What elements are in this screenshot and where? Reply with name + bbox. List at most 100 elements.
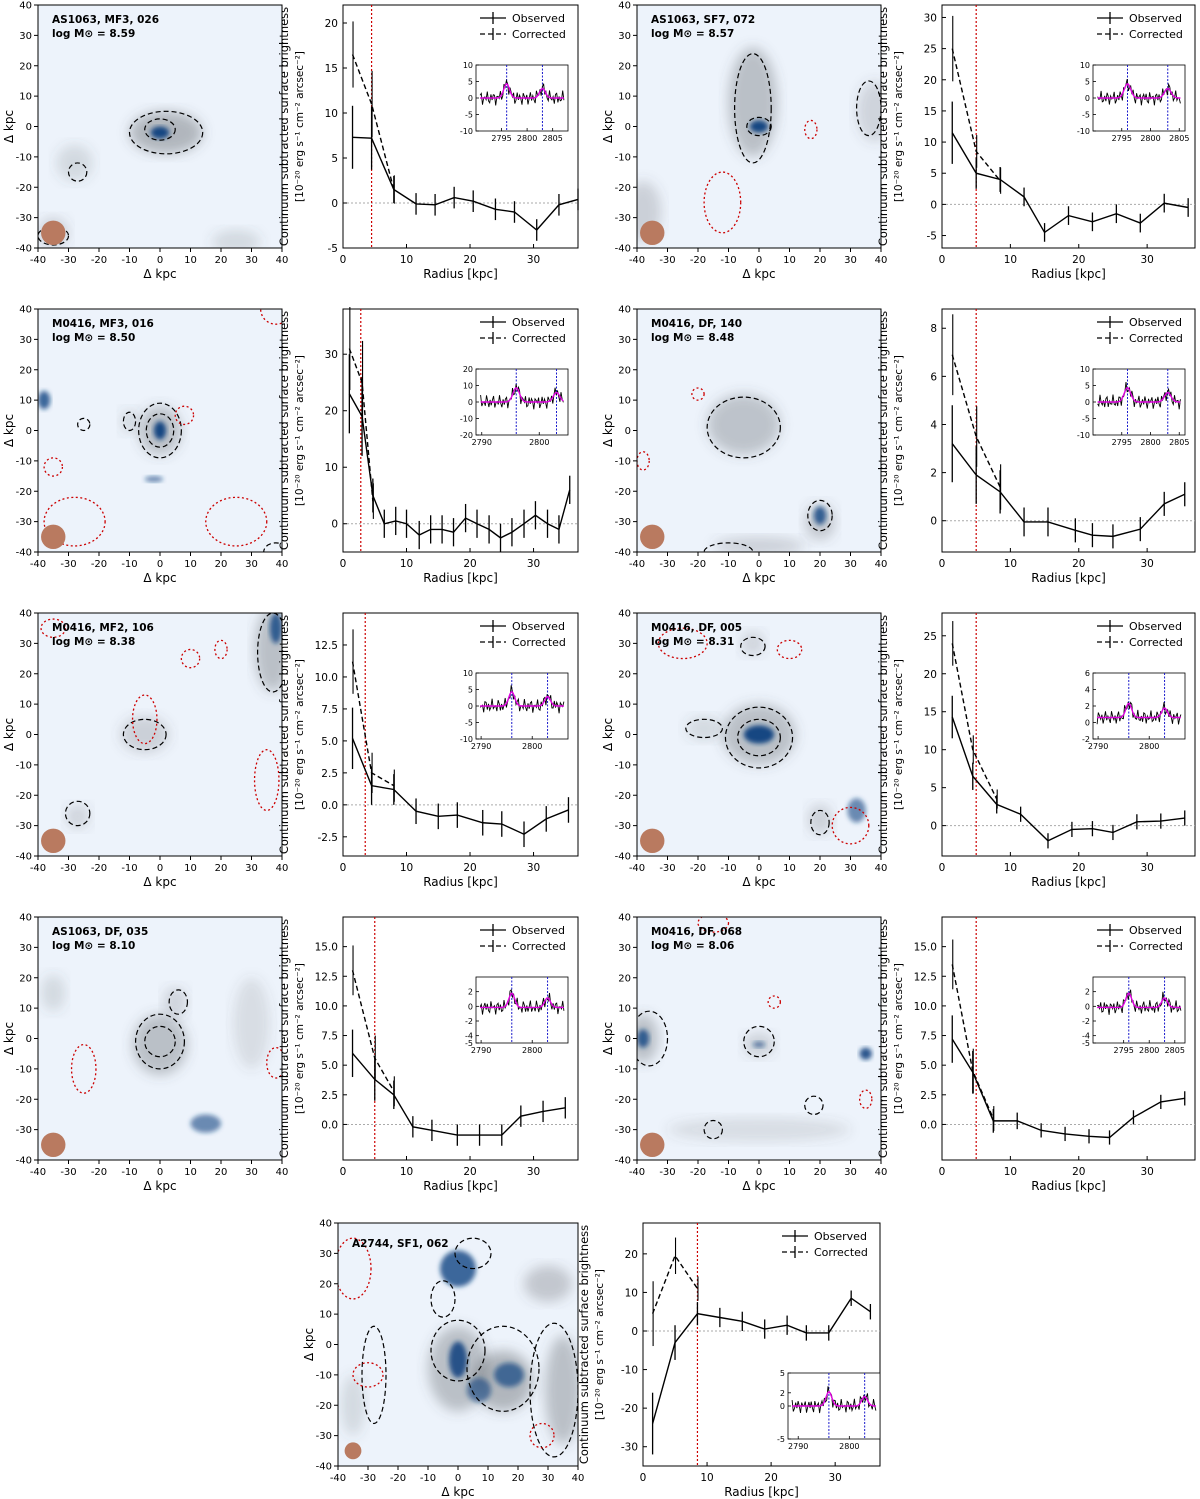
inset-spectrum: -5-4 -2 0 2 2790 2800 bbox=[465, 976, 569, 1055]
x-tick-label: 0 bbox=[939, 558, 946, 570]
legend: Observed Corrected bbox=[1097, 620, 1183, 649]
x-tick-label: -40 bbox=[30, 863, 46, 874]
profile-y-axis-label: Continuum subtracted surface brightness bbox=[876, 311, 890, 550]
inset-y-tick-label: -10 bbox=[460, 415, 473, 424]
x-tick-label: 20 bbox=[463, 1166, 476, 1178]
y-tick-label: -40 bbox=[16, 852, 32, 863]
inset-x-tick-label: 2800 bbox=[1140, 438, 1160, 447]
y-tick-label: 10 bbox=[325, 108, 338, 120]
y-tick-label: 15 bbox=[924, 707, 937, 719]
y-tick-label: -30 bbox=[16, 213, 32, 224]
core-emission bbox=[743, 725, 775, 744]
inset-y-tick-label: -2 bbox=[1082, 735, 1090, 744]
x-tick-label: 0 bbox=[157, 559, 163, 570]
red-dotted-contour bbox=[260, 309, 282, 325]
red-dotted-contour bbox=[637, 451, 650, 471]
y-tick-label: 20 bbox=[924, 669, 937, 681]
inset-y-tick-label: 10 bbox=[1080, 61, 1090, 70]
x-tick-label: 20 bbox=[764, 1472, 777, 1484]
x-tick-label: 10 bbox=[400, 254, 413, 266]
x-tick-label: -30 bbox=[60, 255, 76, 266]
emission-blob bbox=[856, 80, 881, 142]
core-emission bbox=[440, 1250, 476, 1287]
inset-y-tick-label: 0 bbox=[780, 1402, 785, 1411]
y-tick-label: 25 bbox=[924, 44, 937, 56]
red-dotted-contour bbox=[338, 1237, 372, 1300]
x-tick-label: 40 bbox=[572, 1473, 585, 1484]
map-x-axis-label: Δ kpc bbox=[742, 875, 775, 889]
red-dotted-contour bbox=[804, 119, 818, 140]
y-tick-label: 10 bbox=[625, 1287, 638, 1299]
dashed-contour bbox=[122, 718, 167, 751]
dashed-contour bbox=[737, 718, 781, 757]
x-tick-label: -40 bbox=[629, 1167, 645, 1178]
inset-y-tick-label: 2 bbox=[1085, 702, 1090, 711]
x-tick-label: -20 bbox=[91, 863, 107, 874]
y-tick-label: 40 bbox=[19, 1, 32, 12]
inset-spectrum: -10 -5 0 5 10 2795 2800 2805 bbox=[1077, 61, 1190, 143]
y-tick-label: 0 bbox=[930, 199, 937, 211]
dashed-contour bbox=[466, 1325, 540, 1412]
y-tick-label: 15 bbox=[924, 106, 937, 118]
inset-spectrum: -10 -5 0 5 10 2795 2800 2805 bbox=[460, 61, 569, 143]
x-tick-label: 20 bbox=[814, 559, 827, 570]
y-tick-label: 10 bbox=[19, 92, 32, 103]
y-tick-label: 7.5 bbox=[920, 1031, 937, 1043]
inset-frame bbox=[1092, 672, 1186, 740]
legend-observed-label: Observed bbox=[1129, 620, 1182, 633]
x-tick-label: 40 bbox=[276, 863, 289, 874]
inset-x-tick-label: 2800 bbox=[522, 742, 542, 751]
inset-y-tick-label: -10 bbox=[460, 127, 473, 136]
stellar-mass: log M⊙ = 8.06 bbox=[651, 940, 734, 952]
emission-blob bbox=[120, 716, 170, 753]
stellar-mass: log M⊙ = 8.38 bbox=[52, 636, 135, 648]
map-panel: -40-40 -30 -30 -20 -20 -10 -10 0 0 10 10 20 20 30 30 40… bbox=[2, 609, 289, 890]
object-name: AS1063, DF, 035 bbox=[52, 926, 148, 938]
red-dotted-contour bbox=[352, 1362, 384, 1388]
y-tick-label: 0 bbox=[331, 519, 338, 531]
y-tick-label: 0.0 bbox=[321, 1119, 338, 1131]
x-tick-label: 10 bbox=[1004, 254, 1017, 266]
y-tick-label: -40 bbox=[615, 852, 631, 863]
x-tick-label: 30 bbox=[828, 1472, 841, 1484]
y-tick-label: 2.5 bbox=[920, 1090, 937, 1102]
y-tick-label: -5 bbox=[328, 243, 338, 255]
inset-y-tick-label: -5 bbox=[1082, 1039, 1090, 1048]
inset-model-spectrum bbox=[480, 82, 564, 99]
x-tick-label: 10 bbox=[1004, 1166, 1017, 1178]
y-tick-label: -40 bbox=[16, 1156, 32, 1167]
legend-observed-label: Observed bbox=[814, 1230, 867, 1243]
y-tick-label: -40 bbox=[615, 1156, 631, 1167]
x-tick-label: 0 bbox=[939, 1166, 946, 1178]
y-tick-label: 20 bbox=[924, 75, 937, 87]
inset-y-tick-label: -5 bbox=[1082, 111, 1090, 120]
map-panel: -40-40 -30 -30 -20 -20 -10 -10 0 0 10 10 20 20 30 30 40… bbox=[601, 1, 887, 282]
core-emission bbox=[494, 1362, 524, 1388]
inset-y-tick-label: 6 bbox=[1085, 669, 1090, 678]
x-tick-label: 20 bbox=[215, 559, 228, 570]
y-tick-label: 0 bbox=[625, 1034, 631, 1045]
dashed-contour bbox=[706, 396, 781, 459]
x-tick-label: 0 bbox=[756, 559, 762, 570]
dashed-contour bbox=[804, 1095, 824, 1116]
legend-corrected-label: Corrected bbox=[512, 940, 566, 953]
x-tick-label: -10 bbox=[121, 255, 137, 266]
profile-panel: 0 10 20 30 -2.5 0.0 2.5 5.0 7.5 10.0 12.5 Radius [k… bbox=[277, 612, 579, 889]
dashed-contour bbox=[810, 809, 830, 836]
x-tick-label: -10 bbox=[121, 559, 137, 570]
profile-panel: 0 10 20 30 0 2 4 6 8 Radius [kpc] Continuum subtra… bbox=[876, 308, 1196, 585]
x-tick-label: -20 bbox=[690, 255, 706, 266]
psf-disk bbox=[41, 524, 66, 550]
map-panel: -40-40 -30 -30 -20 -20 -10 -10 0 0 10 10 20 20 30 30 40… bbox=[2, 913, 288, 1194]
x-tick-label: 10 bbox=[700, 1472, 713, 1484]
core-emission bbox=[153, 421, 167, 440]
legend-corrected-label: Corrected bbox=[512, 28, 566, 41]
profile-x-axis-label: Radius [kpc] bbox=[423, 571, 498, 585]
y-tick-label: -20 bbox=[16, 791, 32, 802]
x-tick-label: -40 bbox=[30, 255, 46, 266]
map-y-axis-label: Δ kpc bbox=[601, 1022, 615, 1055]
map-y-axis-label: Δ kpc bbox=[302, 1328, 316, 1361]
x-tick-label: -30 bbox=[659, 559, 675, 570]
y-tick-label: 0.0 bbox=[321, 800, 338, 812]
